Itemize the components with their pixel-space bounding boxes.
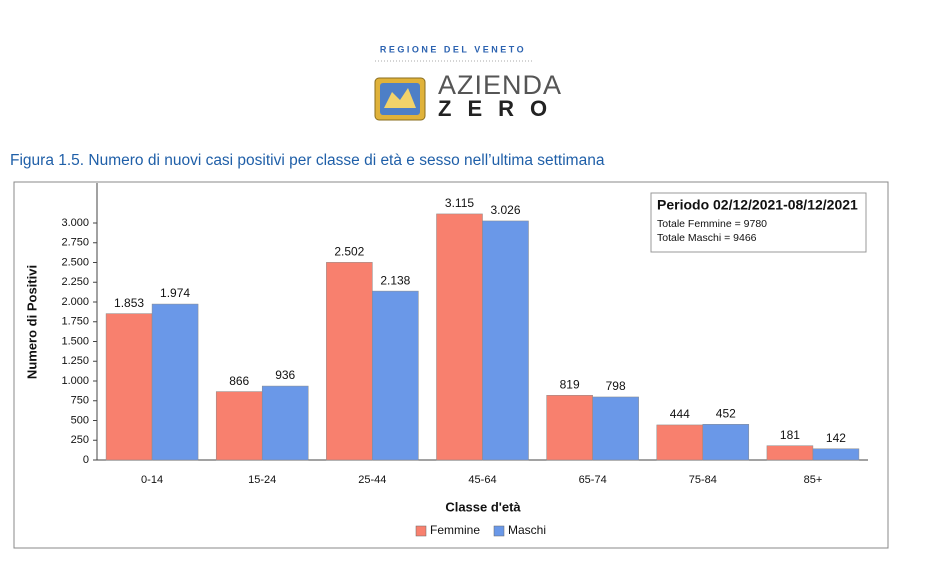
- y-tick-label: 750: [71, 395, 89, 407]
- x-tick-label: 15-24: [248, 474, 276, 486]
- figure-caption: Figura 1.5. Numero di nuovi casi positiv…: [10, 152, 605, 169]
- y-tick-label: 2.750: [61, 237, 89, 249]
- bar: [215, 391, 263, 461]
- value-label: 1.853: [114, 296, 144, 310]
- bar: [482, 220, 529, 461]
- bar: [812, 448, 860, 461]
- x-tick-label: 85+: [804, 474, 823, 486]
- value-label: 3.026: [490, 203, 520, 217]
- chart-frame: [13, 181, 889, 549]
- annotation-title: Periodo 02/12/2021-08/12/2021: [657, 197, 858, 213]
- y-tick-label: 1.500: [61, 335, 89, 347]
- value-label: 2.502: [334, 245, 364, 259]
- value-label: 444: [670, 407, 690, 421]
- bar: [702, 424, 750, 461]
- value-label: 1.974: [160, 286, 190, 300]
- bar: [261, 385, 309, 461]
- bar: [326, 262, 373, 461]
- legend-swatch: [415, 525, 427, 537]
- logo-name-top: AZIENDA: [438, 70, 562, 100]
- region-name: REGIONE DEL VENETO: [380, 44, 526, 54]
- y-tick-label: 2.000: [61, 296, 89, 308]
- value-label: 819: [560, 377, 580, 391]
- y-tick-label: 2.500: [61, 256, 89, 268]
- legend-label: Femmine: [430, 523, 480, 537]
- x-tick-label: 65-74: [579, 474, 607, 486]
- y-tick-label: 500: [71, 414, 89, 426]
- y-tick-label: 1.000: [61, 375, 89, 387]
- bar: [372, 290, 419, 461]
- value-label: 181: [780, 428, 800, 442]
- value-label: 866: [229, 374, 249, 388]
- y-tick-label: 2.250: [61, 276, 89, 288]
- x-tick-label: 45-64: [468, 474, 496, 486]
- value-label: 452: [716, 406, 736, 420]
- y-axis-label: Numero di Positivi: [24, 265, 39, 379]
- y-tick-label: 1.750: [61, 316, 89, 328]
- bar: [436, 213, 483, 461]
- annotation-line: Totale Maschi = 9466: [657, 232, 757, 244]
- bar: [766, 445, 814, 461]
- logo-emblem: [374, 77, 426, 121]
- annotation-line: Totale Femmine = 9780: [657, 218, 767, 230]
- x-axis-label: Classe d'età: [445, 499, 521, 514]
- bar: [105, 313, 153, 461]
- y-tick-label: 3.000: [61, 217, 89, 229]
- annotation-box: [650, 192, 867, 253]
- x-tick-label: 25-44: [358, 474, 386, 486]
- value-label: 2.138: [380, 273, 410, 287]
- y-tick-label: 250: [71, 434, 89, 446]
- value-label: 142: [826, 431, 846, 445]
- value-label: 798: [606, 379, 626, 393]
- logo-name-bottom: ZERO: [438, 96, 563, 121]
- y-tick-label: 0: [83, 454, 89, 466]
- bar: [592, 396, 639, 461]
- bar: [656, 424, 704, 461]
- x-tick-label: 0-14: [141, 474, 163, 486]
- value-label: 3.115: [445, 196, 474, 210]
- legend-label: Maschi: [508, 523, 546, 537]
- value-label: 936: [275, 368, 295, 382]
- bar: [546, 395, 593, 461]
- x-tick-label: 75-84: [689, 474, 717, 486]
- bar: [151, 303, 199, 461]
- y-tick-label: 1.250: [61, 355, 89, 367]
- legend-swatch: [493, 525, 505, 537]
